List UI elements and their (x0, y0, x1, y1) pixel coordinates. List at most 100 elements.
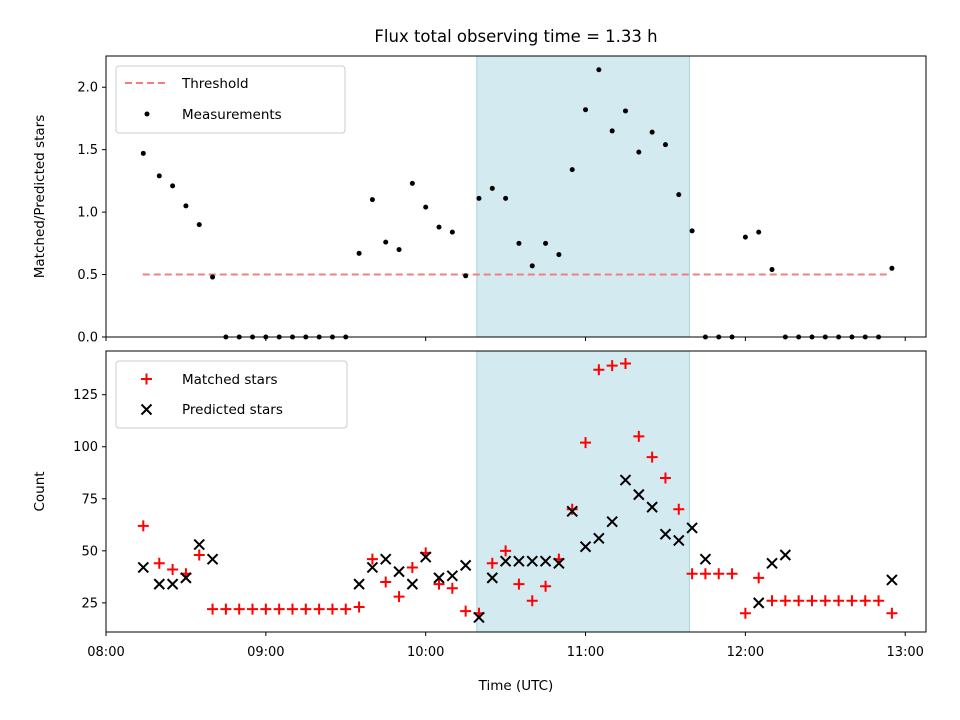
bottom-series-0-point-1 (153, 557, 165, 569)
x-tick-label-1: 09:00 (247, 645, 284, 660)
top-series-0-point-47 (769, 267, 775, 273)
bottom-series-1-point-33 (579, 540, 592, 553)
legend-measurements-swatch (144, 111, 150, 117)
bottom-series-0-point-20 (406, 561, 418, 573)
top-legend: Threshold Measurements (115, 65, 346, 134)
legend-matched-label: Matched stars (182, 372, 278, 388)
bottom-series-1-point-20 (406, 578, 419, 590)
top-series-0-point-37 (636, 149, 642, 155)
count-points (137, 357, 898, 624)
bottom-series-0-point-9 (260, 603, 272, 615)
x-tick-label-5: 13:00 (886, 645, 923, 660)
top-series-0-point-18 (383, 239, 389, 245)
bottom-series-0-point-15 (340, 603, 352, 615)
top-series-0-point-29 (529, 263, 535, 269)
legend-matched-swatch (141, 373, 152, 385)
chart-title: Flux total observing time = 1.33 h (374, 27, 657, 46)
bottom-series-0-point-6 (220, 603, 232, 615)
bottom-series-1-point-26 (486, 572, 498, 584)
bottom-series-1-point-22 (433, 572, 445, 584)
top-y-tick-label-4: 2.0 (77, 81, 98, 96)
bottom-series-1-point-1 (153, 578, 165, 590)
bottom-series-1-point-28 (513, 555, 525, 567)
bottom-series-0-point-26 (486, 557, 498, 569)
top-series-0-point-20 (409, 180, 415, 186)
bottom-series-0-point-16 (353, 601, 365, 613)
top-axes-frame (105, 55, 927, 338)
bottom-series-1-point-29 (526, 555, 538, 567)
bottom-series-0-point-45 (739, 607, 751, 619)
bottom-series-0-point-35 (606, 360, 618, 372)
bottom-series-1-point-16 (353, 578, 365, 590)
bottom-series-0-point-10 (273, 603, 285, 615)
bottom-series-1-point-24 (459, 559, 472, 572)
bottom-series-1-point-47 (766, 557, 778, 570)
bottom-series-1-point-5 (206, 553, 219, 565)
top-observing-span (476, 55, 690, 338)
bottom-series-0-point-41 (686, 568, 698, 580)
bottom-legend-box (115, 360, 348, 429)
top-y-axis-label: Matched/Predicted stars (32, 115, 48, 278)
bottom-series-1-point-46 (752, 597, 765, 609)
bottom-series-0-point-24 (460, 605, 472, 617)
top-series-0-point-41 (689, 228, 695, 234)
legend-predicted-swatch (140, 403, 153, 416)
bottom-series-0-point-44 (726, 568, 738, 580)
top-series-0-point-27 (503, 195, 509, 201)
bottom-series-0-point-2 (167, 564, 179, 576)
bottom-series-1-point-31 (553, 557, 565, 570)
bottom-series-0-point-11 (286, 603, 298, 615)
bottom-y-tick-label-4: 125 (73, 388, 98, 403)
bottom-series-0-point-49 (793, 595, 805, 607)
top-panel: 0.00.51.01.52.0 Matched/Predicted stars … (32, 55, 927, 346)
bottom-series-1-point-40 (673, 534, 685, 547)
bottom-series-0-point-13 (313, 603, 325, 615)
bottom-series-0-point-33 (580, 437, 592, 449)
bottom-series-0-point-53 (846, 595, 858, 607)
legend-predicted-label: Predicted stars (182, 402, 283, 418)
top-y-tick-label-0: 0.0 (77, 331, 98, 346)
bottom-series-0-point-32 (566, 503, 578, 515)
bottom-series-0-point-55 (873, 595, 885, 607)
top-series-0-point-22 (436, 224, 442, 230)
bottom-series-0-point-27 (500, 545, 512, 557)
x-tick-label-4: 12:00 (727, 645, 764, 660)
bottom-series-1-point-2 (166, 578, 179, 590)
bottom-series-1-point-42 (699, 553, 712, 565)
top-series-0-point-24 (463, 273, 469, 279)
top-y-tick-label-1: 0.5 (77, 268, 98, 283)
legend-threshold-label: Threshold (181, 76, 249, 92)
bottom-series-1-point-18 (380, 553, 392, 565)
bottom-series-0-point-34 (593, 364, 605, 376)
bottom-series-1-point-0 (137, 561, 150, 574)
top-series-0-point-30 (543, 240, 549, 246)
bottom-series-0-point-56 (886, 607, 898, 619)
bottom-axes-frame (105, 350, 927, 633)
top-series-0-point-39 (662, 142, 668, 148)
bottom-series-1-point-27 (499, 555, 512, 567)
bottom-series-0-point-39 (659, 472, 671, 484)
bottom-series-0-point-38 (646, 451, 658, 463)
legend-measurements-label: Measurements (182, 107, 282, 123)
bottom-series-1-point-41 (686, 522, 698, 534)
top-y-tick-label-3: 1.5 (77, 143, 98, 158)
top-series-0-point-0 (140, 150, 146, 156)
top-series-0-point-35 (609, 128, 615, 134)
x-axis-label: Time (UTC) (478, 678, 554, 694)
top-series-0-point-16 (356, 250, 362, 256)
bottom-series-1-point-17 (366, 561, 379, 574)
top-series-0-point-46 (756, 229, 762, 235)
bottom-series-1-point-4 (193, 538, 205, 551)
bottom-series-1-point-38 (646, 501, 658, 513)
bottom-series-0-point-17 (366, 553, 378, 565)
bottom-series-0-point-18 (380, 576, 392, 588)
top-series-0-point-31 (556, 252, 562, 258)
top-series-0-point-3 (183, 203, 189, 209)
bottom-series-0-point-12 (300, 603, 312, 615)
bottom-series-1-point-34 (593, 532, 605, 545)
bottom-series-0-point-52 (833, 595, 845, 607)
bottom-series-0-point-30 (540, 580, 552, 592)
top-series-0-point-28 (516, 240, 522, 246)
bottom-series-1-point-25 (473, 611, 485, 624)
bottom-series-1-point-32 (566, 505, 578, 517)
